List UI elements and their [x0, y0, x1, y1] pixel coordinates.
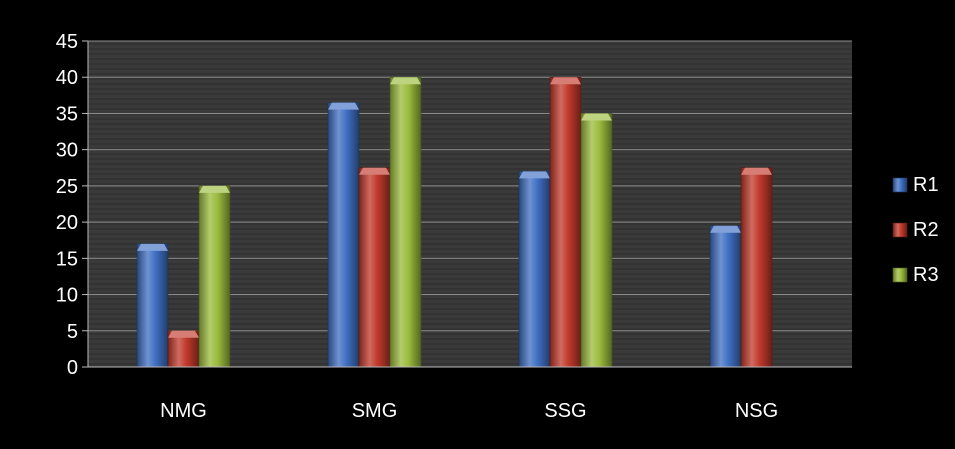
y-tick-label: 30	[56, 140, 78, 162]
bar-r1-smg	[327, 102, 360, 368]
bar-top-bevel	[328, 102, 359, 110]
bar-r2-ssg	[549, 76, 582, 368]
bar-r3-ssg	[580, 113, 613, 368]
y-tick-label: 20	[56, 212, 78, 234]
y-tick-label: 10	[56, 285, 78, 307]
x-tick-label: NSG	[735, 400, 778, 422]
bar-r1-ssg	[518, 171, 551, 368]
y-tick-label: 15	[56, 248, 78, 270]
y-tick-label: 0	[67, 357, 78, 379]
bar-top-bevel	[390, 77, 421, 85]
bar-top-bevel	[710, 225, 741, 233]
bar-top-bevel	[199, 185, 230, 193]
x-tick-label: SMG	[352, 400, 398, 422]
bar-r3-nmg	[198, 185, 231, 368]
x-axis: NMG SMG SSG NSG	[88, 366, 852, 422]
bar-r2-nsg	[740, 167, 773, 368]
bar-r2-smg	[358, 167, 391, 368]
y-tick-label: 25	[56, 176, 78, 198]
x-tick-label: NMG	[160, 400, 207, 422]
legend-label-r1: R1	[913, 174, 939, 196]
bar-top-bevel	[359, 167, 390, 175]
bars	[136, 76, 773, 368]
bar-top-bevel	[168, 330, 199, 338]
y-tick-label: 5	[67, 321, 78, 343]
legend-swatch-r1	[892, 177, 908, 193]
legend: R1 R2 R3	[892, 174, 939, 286]
bar-top-bevel	[741, 167, 772, 175]
bar-r3-smg	[389, 76, 422, 368]
x-tick-label: SSG	[544, 400, 586, 422]
legend-swatch-r2	[892, 222, 908, 238]
legend-label-r2: R2	[913, 219, 939, 241]
y-axis: 0 5 10 15 20 25 30 35 40 45	[56, 31, 89, 379]
bar-r1-nsg	[709, 225, 742, 368]
bar-top-bevel	[519, 171, 550, 179]
bar-top-bevel	[581, 113, 612, 121]
legend-swatch-r3	[892, 267, 908, 283]
bar-r1-nmg	[136, 243, 169, 368]
bar-top-bevel	[137, 243, 168, 251]
y-tick-label: 35	[56, 103, 78, 125]
legend-label-r3: R3	[913, 264, 939, 286]
bar-top-bevel	[550, 77, 581, 85]
y-tick-label: 40	[56, 67, 78, 89]
y-tick-label: 45	[56, 31, 78, 53]
